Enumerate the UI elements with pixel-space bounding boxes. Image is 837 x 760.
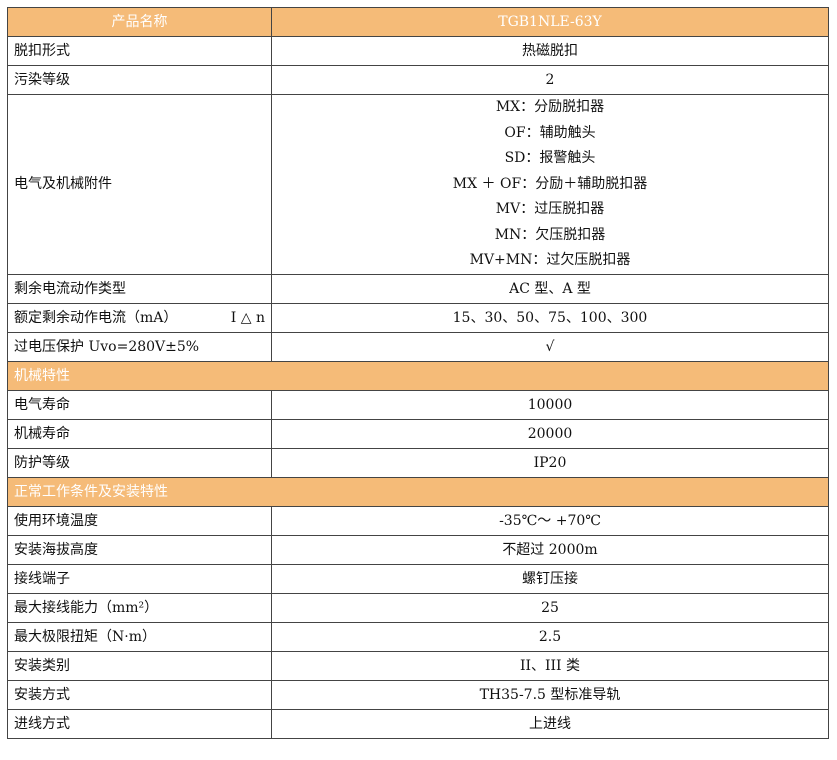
table-row: 接线端子 螺钉压接 [7, 563, 829, 594]
attachments-values: MX：分励脱扣器 OF：辅助触头 SD：报警触头 MX ＋ OF：分励＋辅助脱扣… [271, 94, 829, 275]
row-value: AC 型、A 型 [271, 273, 829, 304]
table-row: 电气及机械附件 MX：分励脱扣器 OF：辅助触头 SD：报警触头 MX ＋ OF… [7, 94, 829, 275]
attachment-item: OF：辅助触头 [504, 124, 596, 141]
attachment-item: SD：报警触头 [504, 150, 596, 166]
table-row: 使用环境温度 -35℃～ +70℃ [7, 505, 829, 536]
row-label: 过电压保护 Uvo=280V±5% [7, 331, 272, 362]
row-label: 额定剩余动作电流（mA） [14, 309, 178, 326]
table-row: 安装方式 TH35-7.5 型标准导轨 [7, 679, 829, 710]
table-row: 电气寿命 10000 [7, 389, 829, 420]
row-value: TH35-7.5 型标准导轨 [271, 679, 829, 710]
table-row: 污染等级 2 [7, 65, 829, 95]
row-value: √ [271, 331, 829, 362]
table-row: 脱扣形式 热磁脱扣 [7, 36, 829, 66]
table-row: 安装类别 II、III 类 [7, 650, 829, 681]
row-label: 安装海拔高度 [7, 534, 272, 565]
row-label: 电气及机械附件 [7, 94, 272, 275]
row-value: 15、30、50、75、100、300 [271, 302, 829, 333]
row-label: 脱扣形式 [7, 36, 272, 66]
row-value: 上进线 [271, 708, 829, 739]
table-row: 过电压保护 Uvo=280V±5% √ [7, 331, 829, 362]
section-header: 正常工作条件及安装特性 [7, 476, 829, 507]
row-label-cell: 额定剩余动作电流（mA） I △ n [7, 302, 272, 333]
row-value: 10000 [271, 389, 829, 420]
row-label: 安装类别 [7, 650, 272, 681]
table-row: 防护等级 IP20 [7, 447, 829, 478]
row-label: 安装方式 [7, 679, 272, 710]
table-row: 剩余电流动作类型 AC 型、A 型 [7, 273, 829, 304]
table-row: 最大接线能力（mm²） 25 [7, 592, 829, 623]
row-value: 不超过 2000m [271, 534, 829, 565]
row-label: 电气寿命 [7, 389, 272, 420]
row-label: 防护等级 [7, 447, 272, 478]
row-label: 最大接线能力（mm²） [7, 592, 272, 623]
table-row: 进线方式 上进线 [7, 708, 829, 739]
attachment-item: MV+MN：过欠压脱扣器 [469, 252, 631, 268]
section-title: 机械特性 [7, 360, 829, 391]
header-label: 产品名称 [7, 7, 272, 37]
table-row: 最大极限扭矩（N·m） 2.5 [7, 621, 829, 652]
table-row: 机械寿命 20000 [7, 418, 829, 449]
row-value: 20000 [271, 418, 829, 449]
section-header: 机械特性 [7, 360, 829, 391]
row-value: 2 [271, 65, 829, 95]
row-label: 最大极限扭矩（N·m） [7, 621, 272, 652]
table-row: 安装海拔高度 不超过 2000m [7, 534, 829, 565]
attachment-item: MN：欠压脱扣器 [494, 226, 606, 243]
row-value: II、III 类 [271, 650, 829, 681]
row-label-symbol: I △ n [230, 309, 265, 326]
row-value: 螺钉压接 [271, 563, 829, 594]
row-value: 热磁脱扣 [271, 36, 829, 66]
table-header: 产品名称 TGB1NLE-63Y [7, 7, 829, 37]
row-value: IP20 [271, 447, 829, 478]
row-value: 2.5 [271, 621, 829, 652]
row-label: 剩余电流动作类型 [7, 273, 272, 304]
attachment-item: MX：分励脱扣器 [495, 99, 605, 115]
row-label: 使用环境温度 [7, 505, 272, 536]
header-value: TGB1NLE-63Y [271, 7, 829, 37]
row-label: 机械寿命 [7, 418, 272, 449]
section-title: 正常工作条件及安装特性 [7, 476, 829, 507]
table-row: 额定剩余动作电流（mA） I △ n 15、30、50、75、100、300 [7, 302, 829, 333]
attachment-item: MX ＋ OF：分励＋辅助脱扣器 [452, 175, 648, 192]
row-label: 进线方式 [7, 708, 272, 739]
row-value: -35℃～ +70℃ [271, 505, 829, 536]
row-value: 25 [271, 592, 829, 623]
spec-table: 产品名称 TGB1NLE-63Y 脱扣形式 热磁脱扣 污染等级 2 电气及机械附件 … [7, 7, 829, 739]
attachment-item: MV：过压脱扣器 [495, 201, 605, 217]
row-label: 接线端子 [7, 563, 272, 594]
row-label: 污染等级 [7, 65, 272, 95]
